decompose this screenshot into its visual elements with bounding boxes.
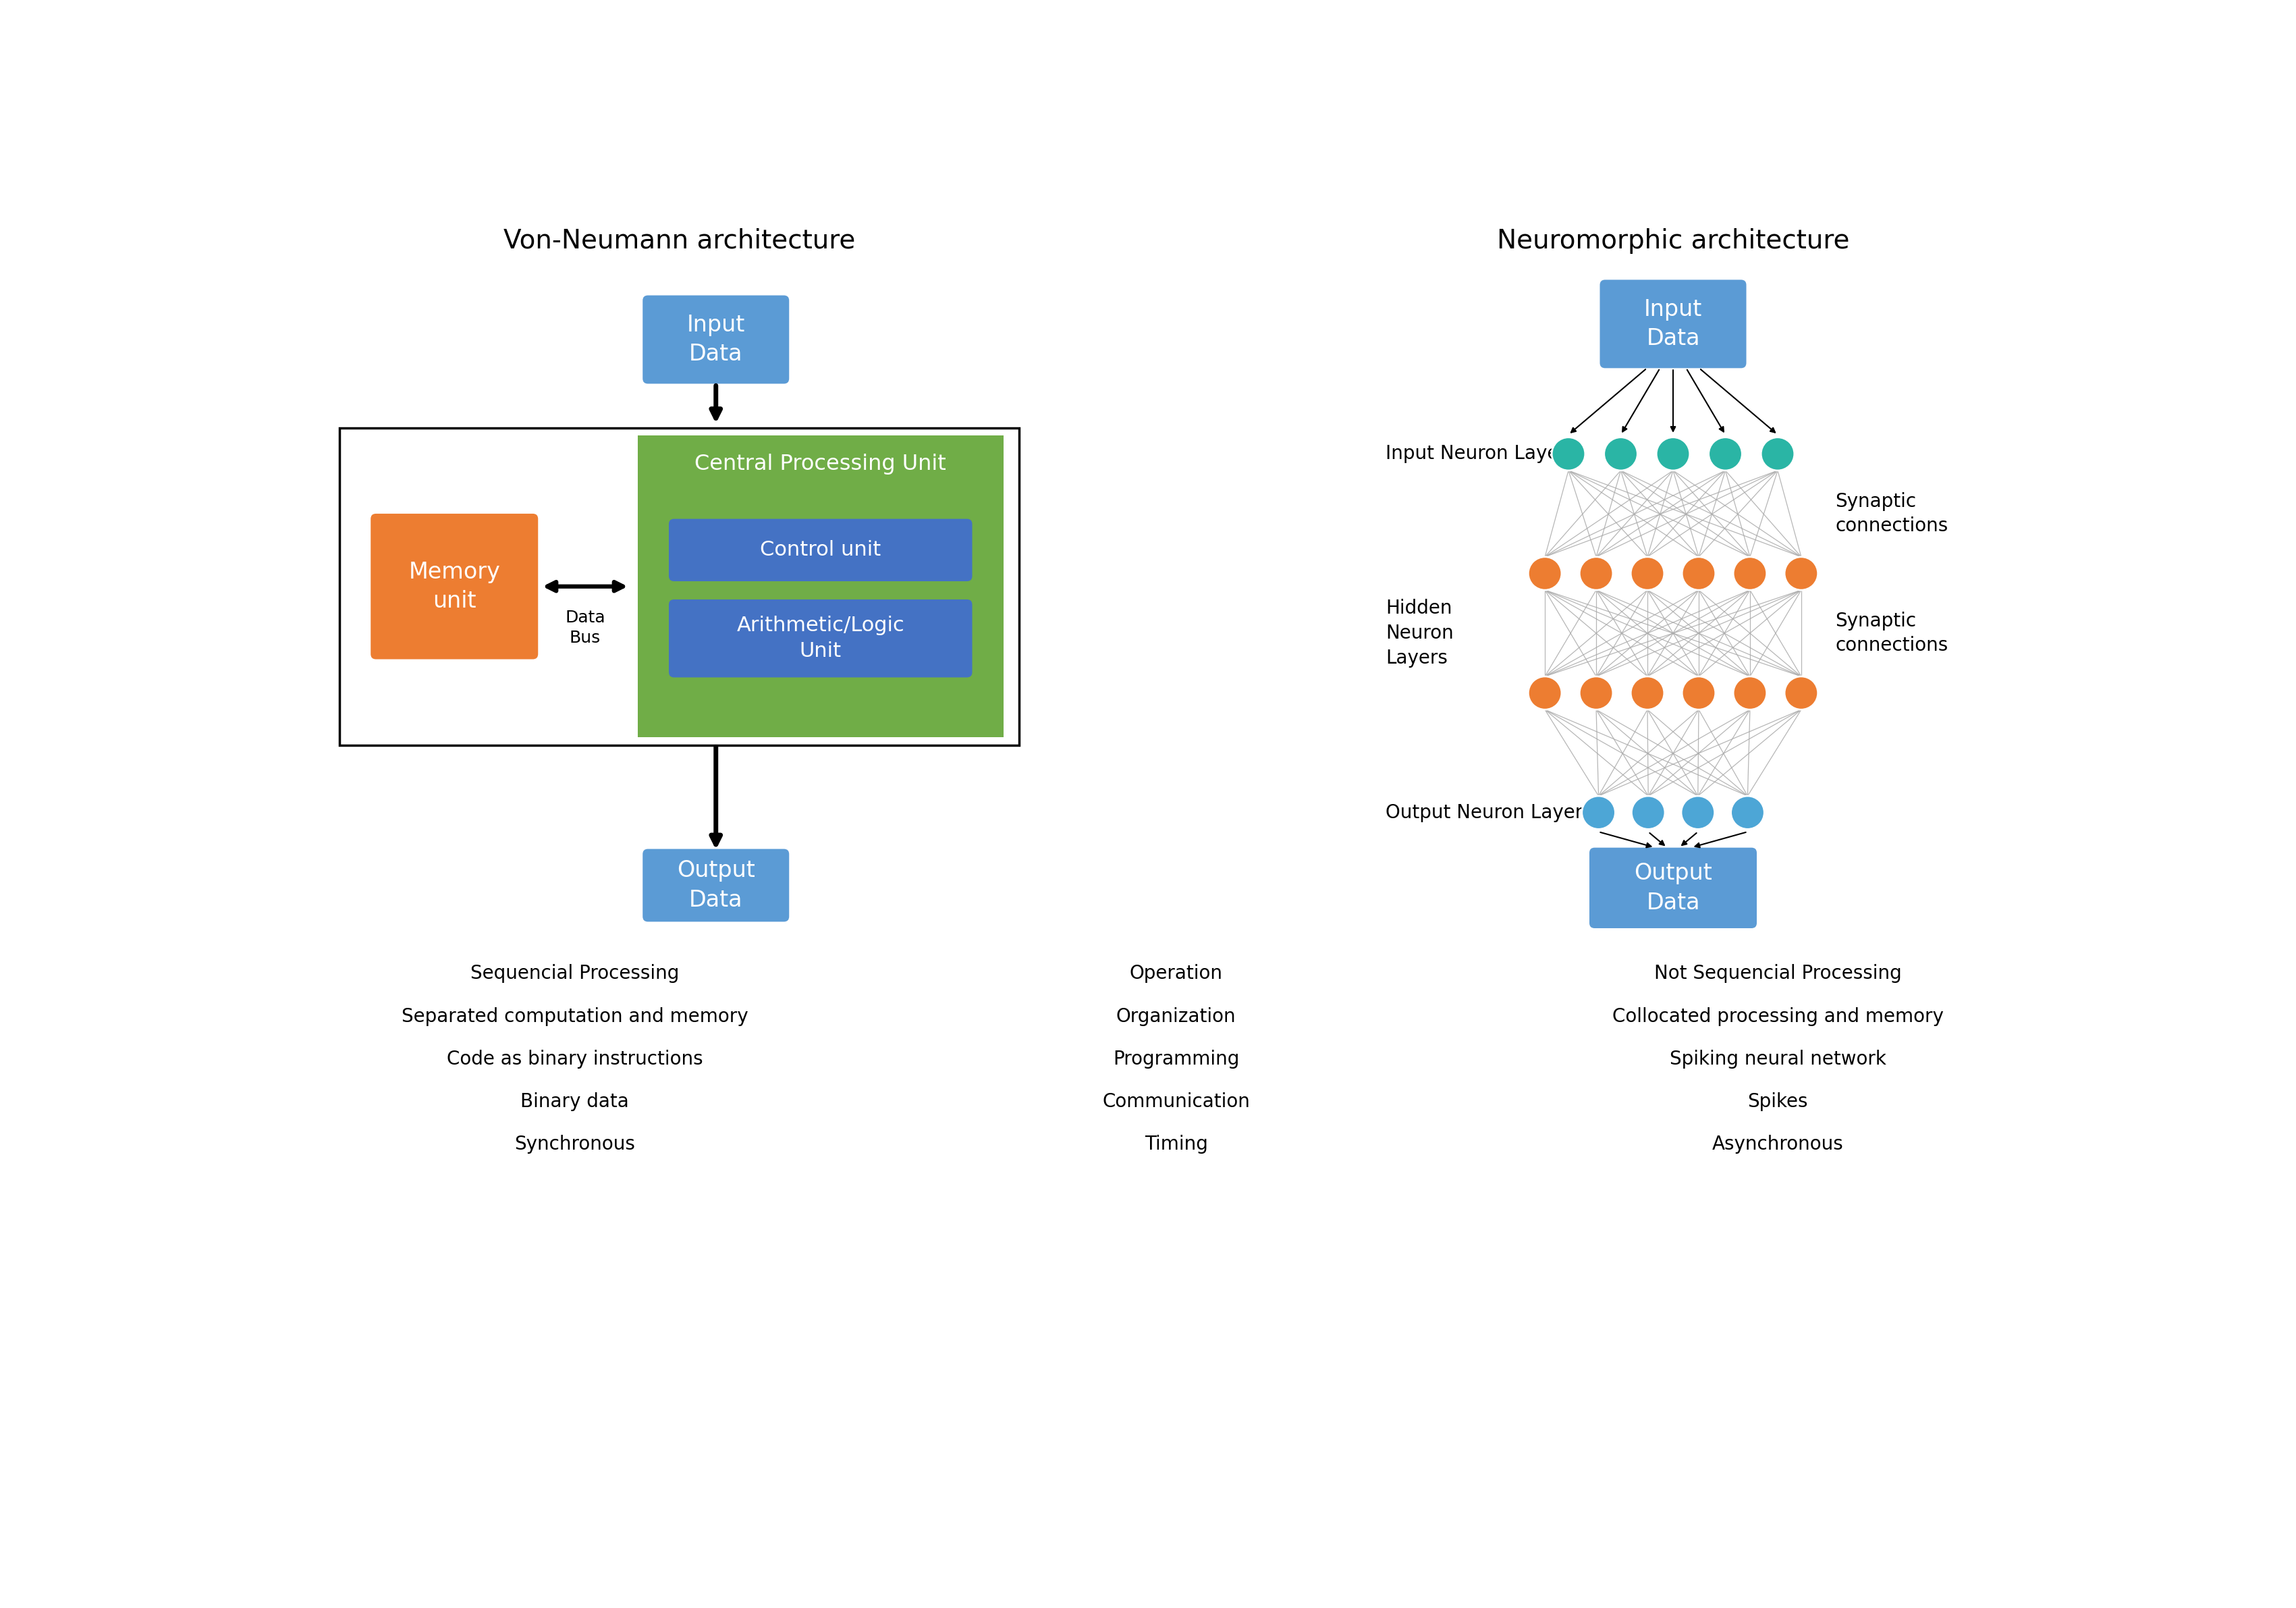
Text: Synaptic
connections: Synaptic connections bbox=[1835, 492, 1947, 535]
Ellipse shape bbox=[1529, 677, 1561, 709]
Ellipse shape bbox=[1632, 796, 1665, 830]
Text: Arithmetic/Logic
Unit: Arithmetic/Logic Unit bbox=[737, 616, 905, 661]
Ellipse shape bbox=[1708, 437, 1743, 471]
Ellipse shape bbox=[1580, 556, 1612, 590]
Text: Not Sequencial Processing: Not Sequencial Processing bbox=[1653, 965, 1901, 982]
FancyBboxPatch shape bbox=[668, 600, 971, 677]
Text: Separated computation and memory: Separated computation and memory bbox=[402, 1007, 748, 1026]
Text: Synaptic
connections: Synaptic connections bbox=[1835, 611, 1947, 654]
Text: Programming: Programming bbox=[1114, 1050, 1240, 1068]
FancyBboxPatch shape bbox=[370, 513, 537, 659]
Text: Asynchronous: Asynchronous bbox=[1713, 1135, 1844, 1153]
Ellipse shape bbox=[1529, 556, 1561, 590]
Ellipse shape bbox=[1630, 556, 1665, 590]
Ellipse shape bbox=[1552, 437, 1584, 471]
Text: Central Processing Unit: Central Processing Unit bbox=[696, 453, 946, 474]
Text: Control unit: Control unit bbox=[760, 540, 882, 560]
Text: Input Neuron Layer: Input Neuron Layer bbox=[1384, 444, 1566, 463]
Text: Sequencial Processing: Sequencial Processing bbox=[471, 965, 680, 982]
Text: Timing: Timing bbox=[1143, 1135, 1208, 1153]
Ellipse shape bbox=[1761, 437, 1795, 471]
FancyBboxPatch shape bbox=[643, 849, 790, 921]
Ellipse shape bbox=[1655, 437, 1690, 471]
Text: Operation: Operation bbox=[1130, 965, 1224, 982]
Ellipse shape bbox=[1630, 677, 1665, 709]
Ellipse shape bbox=[1582, 796, 1616, 830]
Bar bbox=[638, 436, 1003, 736]
Ellipse shape bbox=[1733, 556, 1766, 590]
Ellipse shape bbox=[1784, 677, 1818, 709]
Text: Data
Bus: Data Bus bbox=[565, 609, 606, 646]
Text: Memory
unit: Memory unit bbox=[409, 561, 501, 613]
Text: Collocated processing and memory: Collocated processing and memory bbox=[1612, 1007, 1942, 1026]
Ellipse shape bbox=[1681, 796, 1715, 830]
Text: Communication: Communication bbox=[1102, 1092, 1249, 1111]
Text: Synchronous: Synchronous bbox=[514, 1135, 636, 1153]
Ellipse shape bbox=[1731, 796, 1763, 830]
Text: Hidden
Neuron
Layers: Hidden Neuron Layers bbox=[1384, 598, 1453, 667]
Text: Von-Neumann architecture: Von-Neumann architecture bbox=[503, 228, 854, 254]
FancyBboxPatch shape bbox=[668, 519, 971, 580]
Ellipse shape bbox=[1605, 437, 1637, 471]
Text: Organization: Organization bbox=[1116, 1007, 1235, 1026]
Text: Code as binary instructions: Code as binary instructions bbox=[445, 1050, 703, 1068]
Ellipse shape bbox=[1784, 556, 1818, 590]
Text: Output
Data: Output Data bbox=[1635, 862, 1713, 913]
FancyBboxPatch shape bbox=[643, 296, 790, 384]
Text: Input
Data: Input Data bbox=[687, 314, 744, 365]
Text: Neuromorphic architecture: Neuromorphic architecture bbox=[1497, 228, 1848, 254]
Bar bbox=[340, 428, 1019, 745]
Text: Binary data: Binary data bbox=[521, 1092, 629, 1111]
Ellipse shape bbox=[1733, 677, 1766, 709]
Text: Output
Data: Output Data bbox=[677, 860, 755, 912]
Text: Spikes: Spikes bbox=[1747, 1092, 1807, 1111]
FancyBboxPatch shape bbox=[1589, 847, 1756, 928]
Ellipse shape bbox=[1580, 677, 1612, 709]
Text: Spiking neural network: Spiking neural network bbox=[1669, 1050, 1885, 1068]
Ellipse shape bbox=[1683, 677, 1715, 709]
Ellipse shape bbox=[1683, 556, 1715, 590]
Text: Input
Data: Input Data bbox=[1644, 297, 1701, 349]
Text: Output Neuron Layer: Output Neuron Layer bbox=[1384, 802, 1582, 822]
FancyBboxPatch shape bbox=[1600, 280, 1747, 368]
